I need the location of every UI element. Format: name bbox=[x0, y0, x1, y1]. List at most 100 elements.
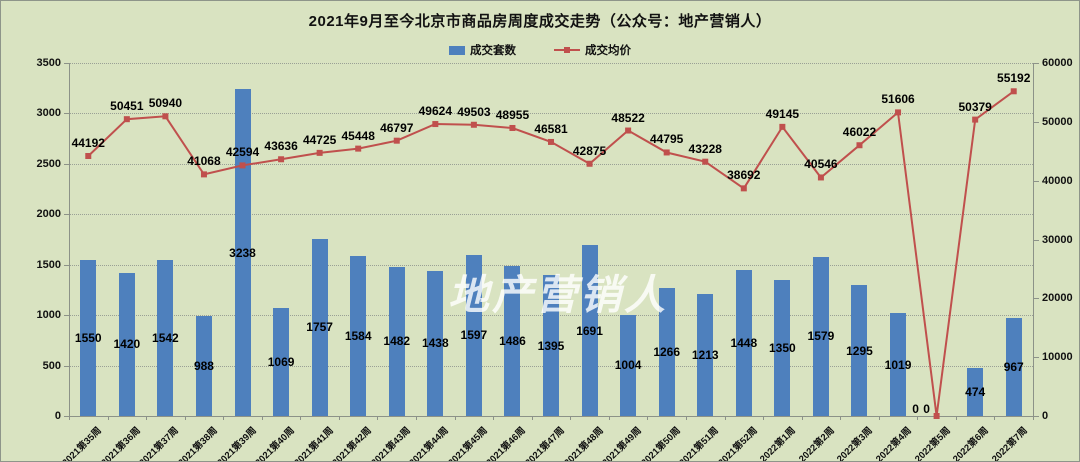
y-axis-right-label: 50000 bbox=[1042, 115, 1073, 128]
x-axis-tick bbox=[724, 417, 726, 420]
price-value-label: 49624 bbox=[418, 104, 452, 119]
price-value-label: 43636 bbox=[264, 139, 298, 154]
legend-label-bar-series: 成交套数 bbox=[470, 45, 516, 57]
bar-value-label: 988 bbox=[193, 359, 214, 374]
line-swatch-marker bbox=[564, 47, 570, 53]
price-value-label: 49503 bbox=[457, 104, 491, 119]
chart-title: 2021年9月至今北京市商品房周度成交走势（公众号：地产营销人） bbox=[308, 13, 772, 30]
x-axis-tick bbox=[69, 417, 70, 420]
bar-value-label: 1069 bbox=[267, 355, 295, 370]
price-value-label: 46797 bbox=[380, 120, 414, 135]
x-axis-tick bbox=[531, 417, 533, 420]
x-axis-tick bbox=[994, 417, 996, 420]
price-value-label: 42875 bbox=[572, 143, 607, 158]
x-axis-tick bbox=[223, 417, 225, 420]
price-value-label: 50379 bbox=[958, 99, 992, 114]
bar-value-label: 474 bbox=[965, 385, 986, 400]
x-axis-tick bbox=[416, 417, 418, 420]
bar-value-label: 1019 bbox=[884, 357, 912, 372]
x-axis-tick bbox=[608, 417, 610, 420]
price-value-label: 49145 bbox=[765, 106, 800, 121]
y-axis-right-label: 0 bbox=[1042, 410, 1049, 422]
legend-label-line-series: 成交均价 bbox=[585, 45, 631, 57]
bar-value-label: 1350 bbox=[769, 340, 796, 355]
price-value-label: 45448 bbox=[341, 128, 375, 143]
price-value-label: 44795 bbox=[649, 132, 684, 147]
y-axis-right bbox=[1033, 63, 1034, 416]
price-value-label: 55192 bbox=[997, 71, 1031, 86]
x-axis bbox=[69, 416, 1034, 417]
price-value-label: 0 bbox=[912, 402, 919, 416]
price-value-label: 44725 bbox=[302, 132, 337, 147]
y-axis-left-tick bbox=[64, 63, 69, 64]
gridline bbox=[69, 113, 1033, 115]
gridline bbox=[69, 264, 1033, 266]
y-axis-left-label: 2000 bbox=[36, 208, 61, 221]
x-axis-tick bbox=[146, 417, 148, 420]
y-axis-left-tick bbox=[64, 163, 69, 165]
y-axis-left-label: 1000 bbox=[36, 309, 61, 322]
x-axis-tick bbox=[878, 417, 880, 420]
line-series-swatch-icon bbox=[554, 46, 580, 54]
legend-item-bar-series: 成交套数 bbox=[449, 42, 516, 58]
gridline bbox=[69, 63, 1033, 64]
bar-value-label: 1579 bbox=[807, 329, 835, 344]
price-value-label: 51606 bbox=[881, 92, 915, 107]
y-axis-right-label: 20000 bbox=[1042, 292, 1073, 305]
y-axis-left-label: 1500 bbox=[36, 258, 61, 271]
price-value-label: 44192 bbox=[71, 136, 105, 150]
x-axis-tick bbox=[1033, 417, 1034, 420]
y-axis-left-tick bbox=[64, 113, 69, 115]
y-axis-left-label: 3000 bbox=[36, 107, 61, 120]
price-value-label: 46022 bbox=[842, 125, 877, 140]
bar-value-label: 1420 bbox=[113, 337, 141, 352]
y-axis-left-label: 500 bbox=[42, 359, 61, 372]
bar-value-label: 1395 bbox=[537, 338, 565, 353]
bar-value-label: 1438 bbox=[421, 336, 449, 351]
bar-value-label: 1597 bbox=[460, 328, 488, 343]
bar-series-swatch-icon bbox=[449, 45, 465, 55]
y-axis-right-tick bbox=[1034, 298, 1039, 300]
price-value-label: 43228 bbox=[688, 141, 722, 156]
price-value-label: 38692 bbox=[727, 168, 761, 183]
y-axis-right-label: 60000 bbox=[1042, 57, 1073, 69]
price-value-label: 40546 bbox=[804, 157, 838, 172]
price-value-label: 42594 bbox=[225, 145, 260, 160]
y-axis-right-tick bbox=[1034, 121, 1039, 123]
price-value-label: 48522 bbox=[611, 110, 645, 125]
gridline bbox=[69, 214, 1033, 216]
bar-value-label: 1482 bbox=[383, 334, 411, 349]
x-axis-tick bbox=[454, 417, 456, 420]
y-axis-right-tick bbox=[1034, 416, 1039, 417]
bar-value-label: 1550 bbox=[74, 330, 102, 345]
bar-value-label: 1542 bbox=[152, 331, 179, 346]
x-axis-tick bbox=[107, 417, 109, 420]
x-axis-label: 2021第35周 bbox=[60, 425, 105, 462]
y-axis-right-label: 30000 bbox=[1042, 233, 1073, 246]
x-axis-tick bbox=[300, 417, 302, 420]
y-axis-left-label: 3500 bbox=[36, 57, 61, 69]
y-axis-left-label: 0 bbox=[54, 410, 61, 422]
x-axis-tick bbox=[647, 417, 649, 420]
bar-value-label: 1004 bbox=[614, 358, 642, 373]
y-axis-right-tick bbox=[1034, 239, 1039, 241]
y-axis-left-label: 2500 bbox=[36, 157, 61, 170]
y-axis-left bbox=[69, 63, 70, 416]
legend: 成交套数 成交均价 bbox=[1, 42, 1079, 58]
y-axis-right-label: 40000 bbox=[1042, 174, 1073, 187]
x-axis-tick bbox=[338, 417, 340, 420]
y-axis-left-tick bbox=[64, 365, 69, 367]
x-axis-tick bbox=[763, 417, 765, 420]
price-value-label: 50451 bbox=[110, 99, 144, 114]
x-axis-tick bbox=[261, 417, 263, 420]
x-axis-tick bbox=[840, 417, 842, 420]
y-axis-right-tick bbox=[1034, 357, 1039, 359]
x-axis-tick bbox=[570, 417, 572, 420]
bar-value-label: 1448 bbox=[730, 335, 758, 350]
y-axis-left-tick bbox=[64, 264, 69, 266]
bar-value-label: 967 bbox=[1003, 360, 1024, 375]
y-axis-right-label: 10000 bbox=[1042, 351, 1073, 364]
x-axis-tick bbox=[493, 417, 495, 420]
price-value-label: 41068 bbox=[187, 154, 221, 169]
